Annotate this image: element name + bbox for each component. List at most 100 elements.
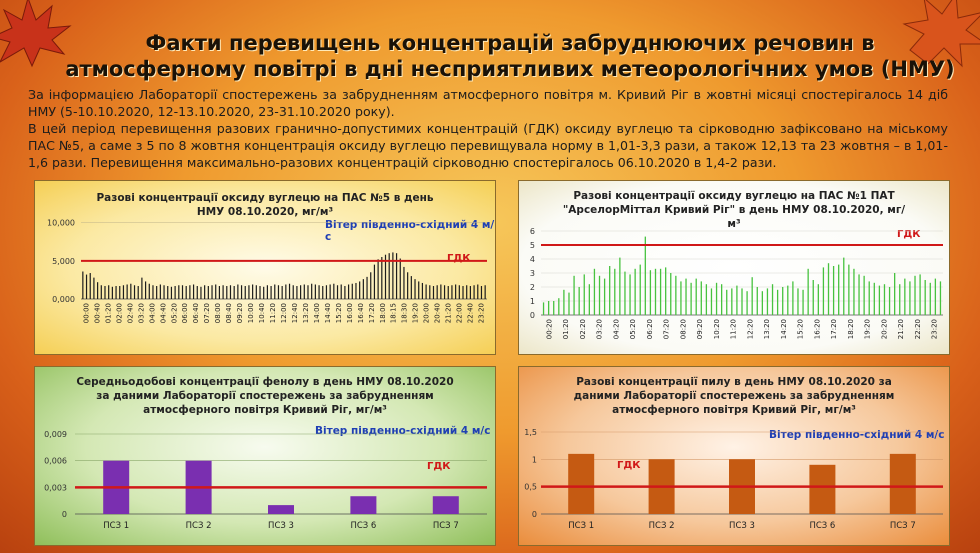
bar [366,276,368,299]
bar [355,282,357,299]
bar [924,280,926,315]
bar [388,253,390,299]
x-tick-label: 10:00 [247,303,255,323]
bar [126,284,128,299]
bar [370,272,372,299]
bar [410,276,412,299]
bar [196,286,198,299]
chart-panel-dust: Разові концентрації пилу в день НМУ 08.1… [518,366,950,546]
bar [277,285,280,299]
bar [381,257,383,299]
x-tick-label: ПСЗ 1 [103,521,129,531]
y-tick-label: 4 [530,255,535,264]
x-tick-label: 22:00 [456,303,464,323]
bar [639,264,641,315]
bar [384,254,387,299]
bar [347,284,350,299]
bar [200,286,202,299]
bar [614,268,616,315]
bar [603,278,606,315]
x-tick-label: 12:40 [291,303,299,323]
x-tick-label: 14:00 [313,303,321,323]
bar [82,271,84,299]
y-tick-label: 5,000 [52,257,75,266]
x-tick-label: 04:40 [159,303,167,323]
bar [141,277,143,299]
bar [414,279,416,299]
bar [288,283,291,299]
bar [720,284,723,315]
x-tick-label: 06:20 [646,319,654,339]
x-tick-label: 12:20 [746,319,754,339]
bar [484,285,486,299]
x-tick-label: 02:00 [115,303,123,323]
x-tick-label: 02:40 [126,303,134,323]
bar [252,284,254,299]
bar [311,283,313,299]
x-tick-label: 11:20 [269,303,277,323]
bar [296,286,298,299]
x-tick-label: ПСЗ 2 [186,521,212,531]
dust-chart: 0 0,5 1 1,5 ПСЗ 1 ПСЗ 2 ПСЗ 3 ПСЗ 6 ПСЗ 7 [524,428,943,531]
y-tick-label: 0,006 [44,457,67,466]
bar [111,286,113,299]
bar [583,274,585,315]
y-tick-label: 1,5 [524,428,537,437]
x-tick-label: ПСЗ 3 [268,521,294,531]
x-tick-label: 22:40 [467,303,475,323]
bar [568,453,595,514]
bar [152,285,154,299]
bar [159,284,161,299]
intro-paragraph-2: В цей період перевищення разових граничн… [28,121,948,170]
bar [563,289,565,315]
bar [174,286,176,299]
bar [395,253,398,299]
bar [350,496,377,514]
bar [812,280,814,315]
bar [573,275,575,315]
x-tick-label: 19:20 [864,319,872,339]
x-tick-label: 00:40 [93,303,101,323]
chart-panel-phenol: Середньодобові концентрації фенолу в ден… [34,366,496,546]
x-tick-label: 04:20 [612,319,620,339]
bar [399,258,401,299]
bar [115,286,117,299]
x-tick-label: 20:20 [880,319,888,339]
bar [807,268,809,315]
bar [240,285,243,299]
y-tick-label: 1 [530,297,535,306]
x-tick-label: 18:15 [390,303,398,323]
x-tick-label: 09:20 [236,303,244,323]
bar [292,285,294,299]
y-tick-label: 0,009 [44,430,67,439]
wind-annotation: Вітер південно-східний 4 м/с [325,219,495,243]
bar [858,274,860,315]
bar [771,284,774,315]
bar [649,270,652,315]
bar [97,282,99,299]
bar [436,285,438,299]
bar [894,273,896,315]
chart-panel-co-pas5: Разові концентрації оксиду вуглецю на ПА… [34,180,496,355]
bar [761,291,764,315]
bar [263,286,265,299]
bar [736,285,738,315]
bar [939,281,942,315]
bar [85,274,88,299]
bar [675,275,677,315]
x-tick-label: 11:20 [730,319,738,339]
x-tick-label: 21:20 [897,319,905,339]
x-tick-label: 16:20 [813,319,821,339]
maple-leaf-icon [902,0,980,68]
bar [192,284,195,299]
bar [447,286,449,299]
bar [300,285,302,299]
y-tick-label: 1 [532,455,537,464]
bar [432,496,459,514]
bar [827,263,830,315]
bar [832,266,835,315]
bar [629,274,631,315]
x-tick-label: 00:20 [545,319,553,339]
x-tick-label: 01:20 [562,319,570,339]
bar [281,286,283,299]
